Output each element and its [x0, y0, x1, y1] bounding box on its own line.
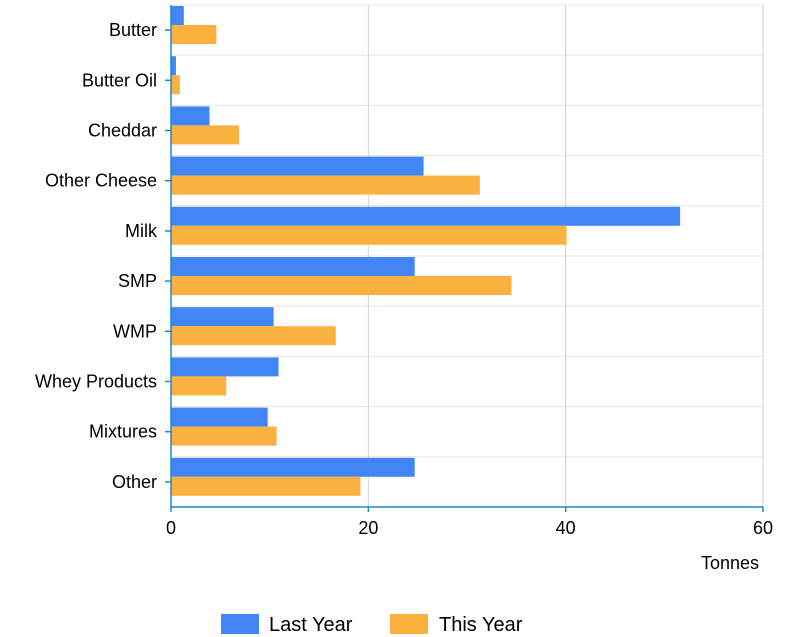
category-label: WMP — [113, 321, 157, 341]
category-labels: Butter Butter Oil Cheddar Other Cheese Milk S… — [35, 20, 158, 492]
bar-last-year — [171, 407, 268, 427]
bar-last-year — [171, 6, 184, 25]
category-label: Other — [112, 472, 157, 492]
legend-swatch — [390, 614, 428, 634]
category-label: Other Cheese — [45, 171, 157, 191]
tick-labels: 0 20 40 60 — [166, 518, 773, 538]
category-label: Butter Oil — [82, 70, 157, 90]
bar-this-year — [171, 175, 480, 195]
bar-this-year — [171, 75, 180, 95]
bar-last-year — [171, 206, 681, 226]
bar-this-year — [171, 326, 336, 346]
bar-this-year — [171, 276, 512, 295]
legend: Last Year This Year — [221, 614, 523, 636]
category-label: Cheddar — [88, 121, 157, 141]
category-label: SMP — [118, 271, 157, 291]
bar-this-year — [171, 376, 227, 396]
bar-last-year — [171, 257, 415, 276]
bar-last-year — [171, 307, 274, 327]
x-tick-label: 60 — [753, 518, 773, 538]
legend-label: This Year — [439, 614, 523, 636]
category-label: Milk — [125, 221, 158, 241]
bar-this-year — [171, 125, 240, 145]
bars — [171, 6, 681, 496]
bar-this-year — [171, 476, 361, 496]
axes — [165, 5, 764, 512]
legend-swatch — [221, 614, 259, 634]
x-tick-label: 20 — [358, 518, 378, 538]
category-label: Mixtures — [89, 422, 157, 442]
bar-this-year — [171, 225, 567, 245]
bar-this-year — [171, 426, 277, 446]
x-tick-label: 0 — [166, 518, 176, 538]
x-axis-title: Tonnes — [701, 553, 759, 573]
bar-last-year — [171, 457, 415, 477]
bar-last-year — [171, 56, 176, 76]
bar-last-year — [171, 357, 279, 377]
bar-last-year — [171, 106, 210, 126]
bar-this-year — [171, 25, 217, 44]
category-label: Butter — [109, 20, 157, 40]
bar-last-year — [171, 156, 424, 176]
legend-label: Last Year — [269, 614, 353, 636]
category-label: Whey Products — [35, 372, 157, 392]
x-tick-label: 40 — [556, 518, 576, 538]
